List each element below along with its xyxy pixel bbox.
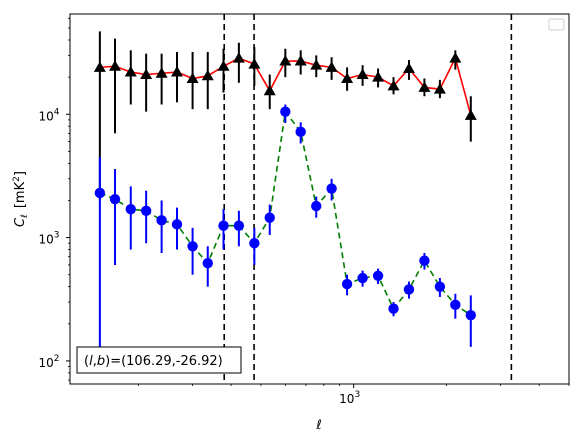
data-point-circle	[341, 278, 353, 290]
data-point-triangle	[109, 60, 122, 71]
data-point-circle	[249, 238, 260, 249]
data-point-circle	[403, 284, 415, 295]
data-point-circle	[202, 257, 213, 269]
data-point-triangle	[387, 79, 400, 91]
data-point-circle	[465, 309, 477, 321]
data-point-triangle	[341, 72, 354, 83]
data-point-circle	[140, 205, 152, 216]
annotation-box: (l,b)=(106.29,-26.92)	[76, 346, 242, 374]
data-point-triangle	[310, 59, 323, 70]
data-point-triangle	[217, 60, 230, 71]
data-point-triangle	[325, 61, 338, 72]
data-point-triangle	[93, 61, 106, 72]
data-point-circle	[388, 303, 399, 314]
legend-box	[548, 18, 565, 31]
data-point-triangle	[248, 58, 261, 69]
y-tick-label: 103	[38, 231, 59, 247]
data-point-triangle	[232, 52, 245, 63]
data-point-circle	[295, 126, 306, 138]
data-point-circle	[264, 212, 275, 223]
data-point-triangle	[140, 68, 153, 80]
annotation-text: (l,b)=(106.29,-26.92)	[84, 354, 223, 369]
data-point-circle	[419, 255, 430, 266]
data-point-circle	[357, 272, 368, 284]
series-layer	[93, 31, 477, 356]
data-point-circle	[109, 193, 121, 205]
data-point-circle	[125, 203, 136, 215]
data-point-circle	[218, 220, 229, 231]
data-point-triangle	[124, 66, 137, 77]
data-point-circle	[233, 220, 245, 231]
data-point-circle	[171, 219, 183, 230]
data-point-triangle	[356, 68, 369, 80]
data-point-triangle	[433, 83, 446, 94]
series-2	[94, 104, 477, 356]
y-tick-label: 104	[38, 107, 59, 123]
data-point-triangle	[449, 52, 462, 63]
data-point-triangle	[263, 84, 276, 96]
data-point-circle	[94, 187, 106, 199]
data-point-triangle	[464, 109, 477, 120]
plot-frame	[69, 13, 570, 385]
axes: 103 102 103 104	[38, 17, 570, 406]
series-1	[93, 31, 477, 201]
data-point-circle	[450, 299, 461, 311]
x-axis-label: ℓ	[315, 418, 321, 433]
data-point-triangle	[418, 81, 431, 92]
data-point-circle	[311, 200, 322, 212]
data-point-triangle	[402, 62, 415, 73]
data-point-circle	[280, 106, 291, 117]
plot-area	[70, 14, 569, 384]
data-point-triangle	[201, 69, 214, 81]
data-point-triangle	[294, 55, 307, 66]
data-point-circle	[372, 270, 384, 282]
data-point-triangle	[186, 72, 199, 83]
x-tick-label: 103	[339, 390, 360, 406]
data-point-circle	[156, 215, 167, 226]
data-point-triangle	[372, 71, 385, 82]
data-point-circle	[326, 183, 337, 194]
data-point-circle	[187, 241, 198, 252]
data-point-circle	[434, 281, 446, 292]
y-axis-label: Cℓ[mK2]	[12, 171, 30, 227]
data-point-triangle	[279, 55, 292, 66]
y-tick-label: 102	[38, 354, 59, 370]
data-point-triangle	[171, 66, 184, 77]
data-point-triangle	[155, 67, 168, 78]
